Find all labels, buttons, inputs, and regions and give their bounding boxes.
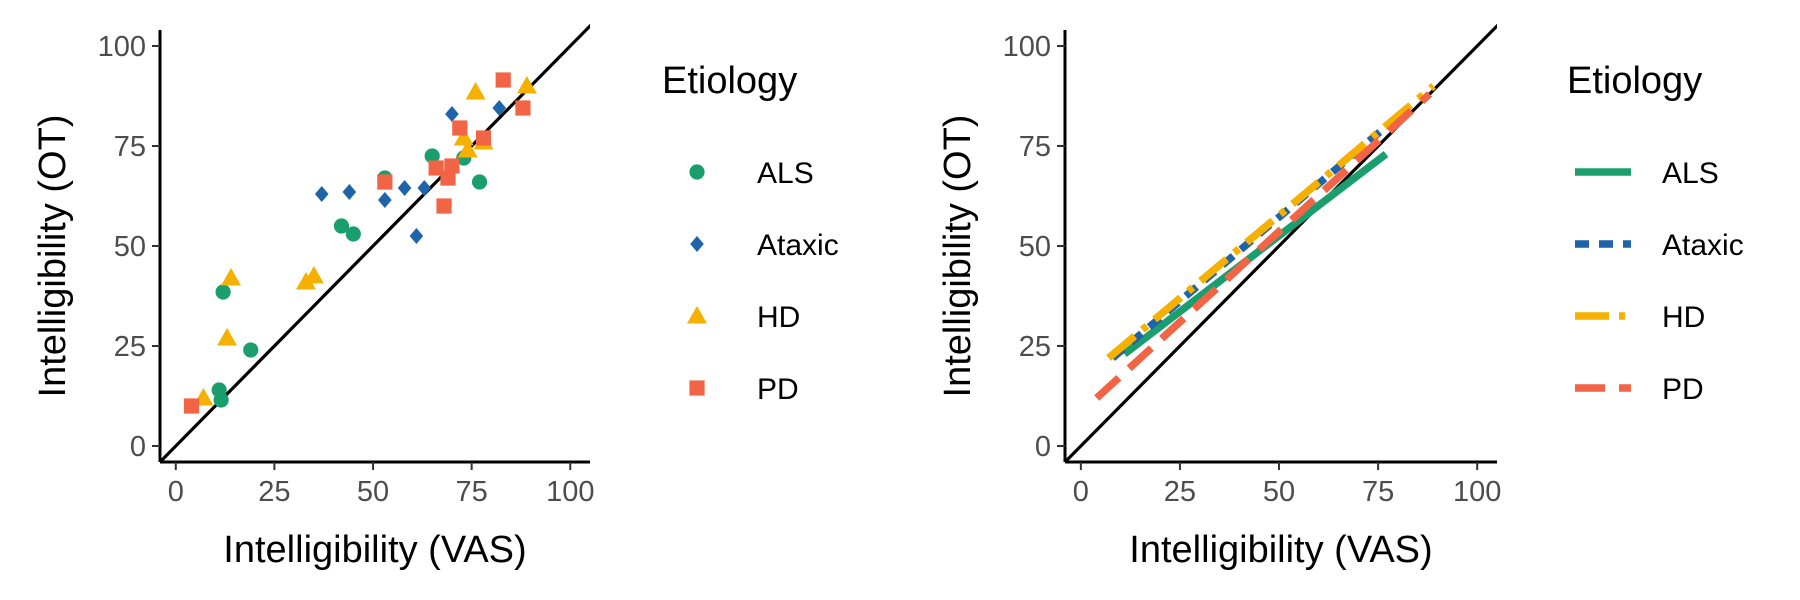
data-point-hd: [217, 328, 238, 346]
legend-title: Etiology: [1567, 60, 1702, 102]
data-point-pd: [440, 170, 456, 186]
y-tick-label: 100: [1003, 31, 1051, 63]
data-point-ataxic: [314, 186, 329, 202]
data-point-als: [345, 226, 361, 242]
legend-key-ataxic: [690, 236, 704, 252]
x-tick-label: 50: [1263, 476, 1295, 508]
legend-title: Etiology: [662, 60, 797, 102]
y-tick-label: 75: [1019, 131, 1051, 163]
legend: Etiology ALS Ataxic HD PD: [1567, 60, 1744, 406]
scatter-panel: 0 25 50 75 100 0 25 50 75 100 Intelligibility (VA…: [32, 23, 839, 571]
data-point-pd: [428, 160, 444, 176]
x-tick-label: 100: [1453, 476, 1501, 508]
data-point-ataxic: [417, 180, 432, 196]
x-tick-label: 75: [1362, 476, 1394, 508]
data-point-ataxic: [492, 100, 507, 116]
y-tick-label: 100: [98, 31, 146, 63]
line-plot-area: 0 25 50 75 100 0 25 50 75 100: [1003, 23, 1501, 508]
legend-key-als: [689, 164, 705, 180]
data-point-hd: [457, 140, 478, 158]
x-tick-label: 25: [258, 476, 290, 508]
data-point-als: [424, 148, 440, 164]
line-panel: 0 25 50 75 100 0 25 50 75 100 Intelligibility (VA…: [937, 23, 1744, 571]
data-point-pd: [452, 120, 468, 136]
data-point-ataxic: [409, 228, 424, 244]
y-tick-label: 0: [130, 431, 146, 463]
x-tick-label: 0: [168, 476, 184, 508]
x-tick-label: 100: [546, 476, 594, 508]
data-point-pd: [183, 398, 200, 414]
y-axis-title: Intelligibility (OT): [32, 115, 74, 398]
data-point-hd: [221, 268, 242, 286]
y-tick-label: 75: [114, 131, 146, 163]
y-tick-label: 50: [1019, 231, 1051, 263]
x-tick-label: 25: [1164, 476, 1196, 508]
x-tick-label: 0: [1073, 476, 1089, 508]
series-line-hd: [1106, 83, 1436, 361]
data-point-pd: [444, 158, 460, 174]
data-point-ataxic: [445, 106, 459, 122]
data-point-hd: [516, 76, 537, 94]
y-axis-title: Intelligibility (OT): [937, 115, 979, 398]
data-point-pd: [475, 130, 492, 146]
legend-label-hd: HD: [1662, 301, 1705, 334]
x-axis-title: Intelligibility (VAS): [1129, 529, 1432, 571]
x-tick-label: 50: [357, 476, 389, 508]
data-point-pd: [515, 100, 531, 116]
x-axis-title: Intelligibility (VAS): [223, 529, 526, 571]
data-point-als: [243, 342, 259, 358]
series-line-pd: [1094, 91, 1433, 401]
data-point-hd: [453, 128, 474, 146]
legend-label-pd: PD: [1662, 373, 1704, 406]
x-tick-label: 75: [456, 476, 488, 508]
y-tick-label: 0: [1035, 431, 1051, 463]
scatter-plot-area: 0 25 50 75 100 0 25 50 75 100: [98, 23, 594, 508]
data-point-pd: [377, 174, 393, 190]
data-point-ataxic: [378, 192, 392, 208]
legend-label-als: ALS: [757, 157, 814, 190]
legend-label-pd: PD: [757, 373, 799, 406]
data-point-hd: [303, 266, 324, 284]
data-point-pd: [495, 72, 511, 88]
data-point-pd: [436, 198, 452, 214]
y-tick-label: 25: [114, 331, 146, 363]
data-point-ataxic: [342, 184, 357, 200]
data-point-als: [471, 174, 488, 190]
data-point-ataxic: [397, 180, 412, 196]
series-line-als: [1122, 151, 1389, 357]
legend: Etiology ALS Ataxic HD PD: [662, 60, 839, 406]
data-point-als: [333, 218, 350, 234]
y-tick-label: 25: [1019, 331, 1051, 363]
identity-line: [160, 23, 590, 462]
legend-label-hd: HD: [757, 301, 800, 334]
legend-label-ataxic: Ataxic: [757, 229, 839, 262]
data-point-als: [215, 284, 231, 300]
legend-key-pd: [689, 380, 705, 396]
legend-key-hd: [687, 306, 707, 324]
legend-label-ataxic: Ataxic: [1662, 229, 1744, 262]
legend-label-als: ALS: [1662, 157, 1719, 190]
identity-line: [1065, 23, 1497, 462]
y-tick-label: 50: [114, 231, 146, 263]
data-point-hd: [465, 82, 486, 100]
data-point-als: [213, 392, 229, 408]
